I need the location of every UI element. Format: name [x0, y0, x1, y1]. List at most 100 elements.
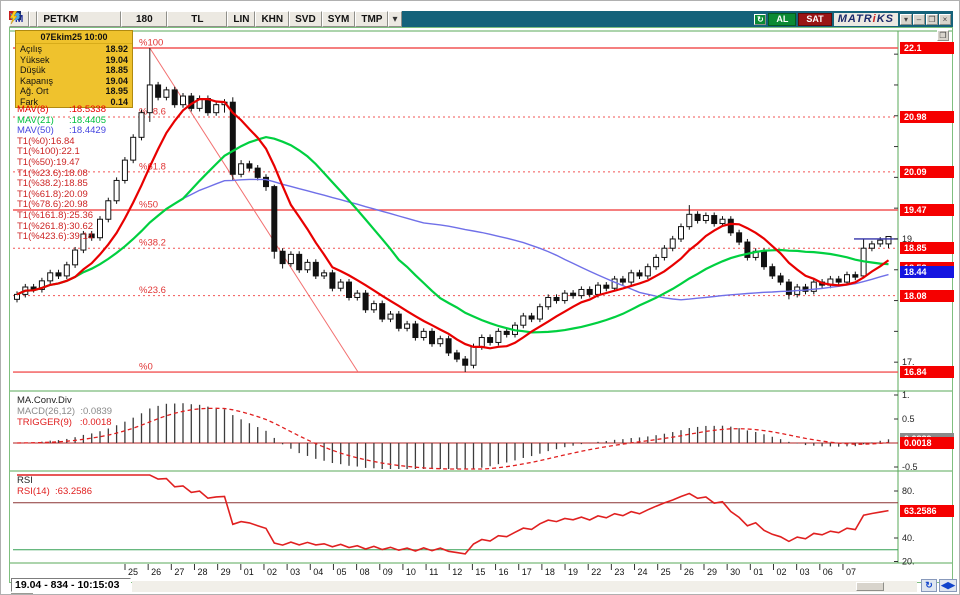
- fib-label: %50: [139, 200, 158, 211]
- legend-fib-line: T1(%161.8):25.36: [17, 209, 94, 221]
- time-tick-label: 03: [800, 567, 810, 577]
- time-tick-label: 22: [591, 567, 601, 577]
- candle-down: [636, 272, 643, 277]
- candle-down: [694, 213, 701, 221]
- candle-up: [702, 215, 709, 221]
- macd-panel-title: MA.Conv.Div: [17, 395, 72, 406]
- time-tick-label: 03: [290, 567, 300, 577]
- candle-down: [586, 288, 593, 295]
- candle-down: [785, 281, 792, 295]
- chart-sync-button[interactable]: ↻: [921, 579, 937, 592]
- horizontal-scrollbar[interactable]: [132, 581, 917, 592]
- candle-down: [570, 292, 577, 297]
- price-level-badge: 19.47: [900, 204, 954, 216]
- time-tick-label: 29: [707, 567, 717, 577]
- symbol-field[interactable]: PETKM: [37, 11, 122, 27]
- close-button[interactable]: ×: [939, 13, 951, 25]
- time-tick-label: 27: [174, 567, 184, 577]
- toolbar-button-khn[interactable]: KHN: [255, 11, 290, 27]
- time-tick-label: 01: [753, 567, 763, 577]
- candle-up: [238, 163, 245, 175]
- tooltip-datetime: 07Ekim25 10:00: [16, 31, 132, 44]
- legend-fib-line: T1(%261.8):30.62: [17, 220, 94, 232]
- currency-field[interactable]: TL: [167, 11, 228, 27]
- fib-label: %38.2: [139, 238, 166, 249]
- toolbar-button-svd[interactable]: SVD: [289, 11, 322, 27]
- candle-up: [38, 280, 45, 290]
- time-tick-label: 24: [638, 567, 648, 577]
- tooltip-row: Açılış 18.92: [20, 44, 128, 54]
- candle-up: [495, 330, 502, 343]
- candle-up: [138, 112, 145, 138]
- chart-window-restore-button[interactable]: ❐: [937, 30, 949, 41]
- rsi-line: [17, 474, 889, 555]
- candle-down: [528, 315, 535, 320]
- candle-down: [619, 278, 626, 283]
- matriks-brand-logo: MATR i KS: [833, 12, 898, 26]
- candle-up: [478, 337, 485, 348]
- rsi-tick-label: 80.: [902, 486, 915, 496]
- candle-up: [97, 218, 103, 239]
- legend-fib-line: T1(%38.2):18.85: [17, 178, 88, 190]
- fib-label: %23.6: [139, 285, 166, 296]
- candle-up: [130, 136, 137, 161]
- candle-up: [213, 104, 220, 114]
- candle-down: [379, 303, 386, 320]
- candle-up: [287, 253, 294, 265]
- legend-fib-line: T1(%61.8):20.09: [17, 188, 88, 200]
- candle-up: [354, 292, 361, 298]
- refresh-button[interactable]: ↻: [754, 13, 767, 25]
- tooltip-row: Kapanış 19.04: [20, 75, 128, 86]
- candle-down: [296, 253, 303, 271]
- mav21-line: [16, 135, 889, 334]
- buy-button[interactable]: AL: [768, 12, 797, 26]
- time-tick-label: 07: [846, 567, 856, 577]
- rsi-panel-title: RSI: [17, 475, 33, 486]
- toolbar-button-lin[interactable]: LIN: [227, 11, 256, 27]
- time-tick-label: 12: [452, 567, 462, 577]
- time-tick-label: 02: [776, 567, 786, 577]
- time-tick-label: 01: [244, 567, 254, 577]
- fib-label: %100: [139, 38, 163, 49]
- tooltip-row: Ağ. Ort 18.95: [20, 86, 128, 96]
- candle-up: [404, 323, 411, 329]
- sell-button[interactable]: SAT: [798, 12, 832, 26]
- macd-panel: [13, 403, 898, 470]
- candle-up: [370, 303, 377, 311]
- time-tick-label: 08: [360, 567, 370, 577]
- period-field[interactable]: 180: [121, 11, 168, 27]
- time-tick-label: 30: [730, 567, 740, 577]
- price-tick-label: 17.: [902, 357, 915, 367]
- tooltip-row: Düşük 18.85: [20, 65, 128, 75]
- restore-button[interactable]: ❐: [926, 13, 938, 25]
- mav50-value-badge: 18.44: [900, 265, 954, 278]
- macd-trigger-line: [16, 407, 889, 470]
- candle-down: [736, 232, 743, 243]
- time-tick-label: 17: [522, 567, 532, 577]
- toolbar-button-sym[interactable]: SYM: [321, 11, 356, 27]
- minimize-button[interactable]: –: [913, 13, 925, 25]
- scrollbar-thumb[interactable]: [856, 582, 884, 591]
- rsi-tick-label: 20.: [902, 557, 915, 567]
- toolbar-button-tmp[interactable]: TMP: [355, 11, 389, 27]
- candle-up: [844, 274, 850, 283]
- tooltip-row: Fark 0.14: [20, 96, 128, 107]
- candle-down: [155, 84, 162, 98]
- candle-up: [437, 338, 444, 345]
- candle-up: [387, 313, 394, 320]
- time-tick-label: 28: [197, 567, 207, 577]
- macd-trigger-label: TRIGGER(9) :0.0018: [17, 417, 112, 428]
- time-tick-label: 10: [406, 567, 416, 577]
- candle-down: [329, 272, 336, 289]
- window-dropdown-button[interactable]: ▾: [900, 13, 912, 25]
- lightning-icon[interactable]: [9, 11, 18, 24]
- chart-dropdown-button[interactable]: ▾: [388, 11, 402, 27]
- time-tick-label: 18: [545, 567, 555, 577]
- candle-up: [545, 296, 552, 308]
- candle-down: [55, 272, 62, 277]
- candle-up: [321, 272, 328, 277]
- chart-mode-buttons: LIN KHN SVD SYM TMP: [227, 11, 389, 27]
- scroll-arrows-button[interactable]: ◀▶: [939, 579, 957, 592]
